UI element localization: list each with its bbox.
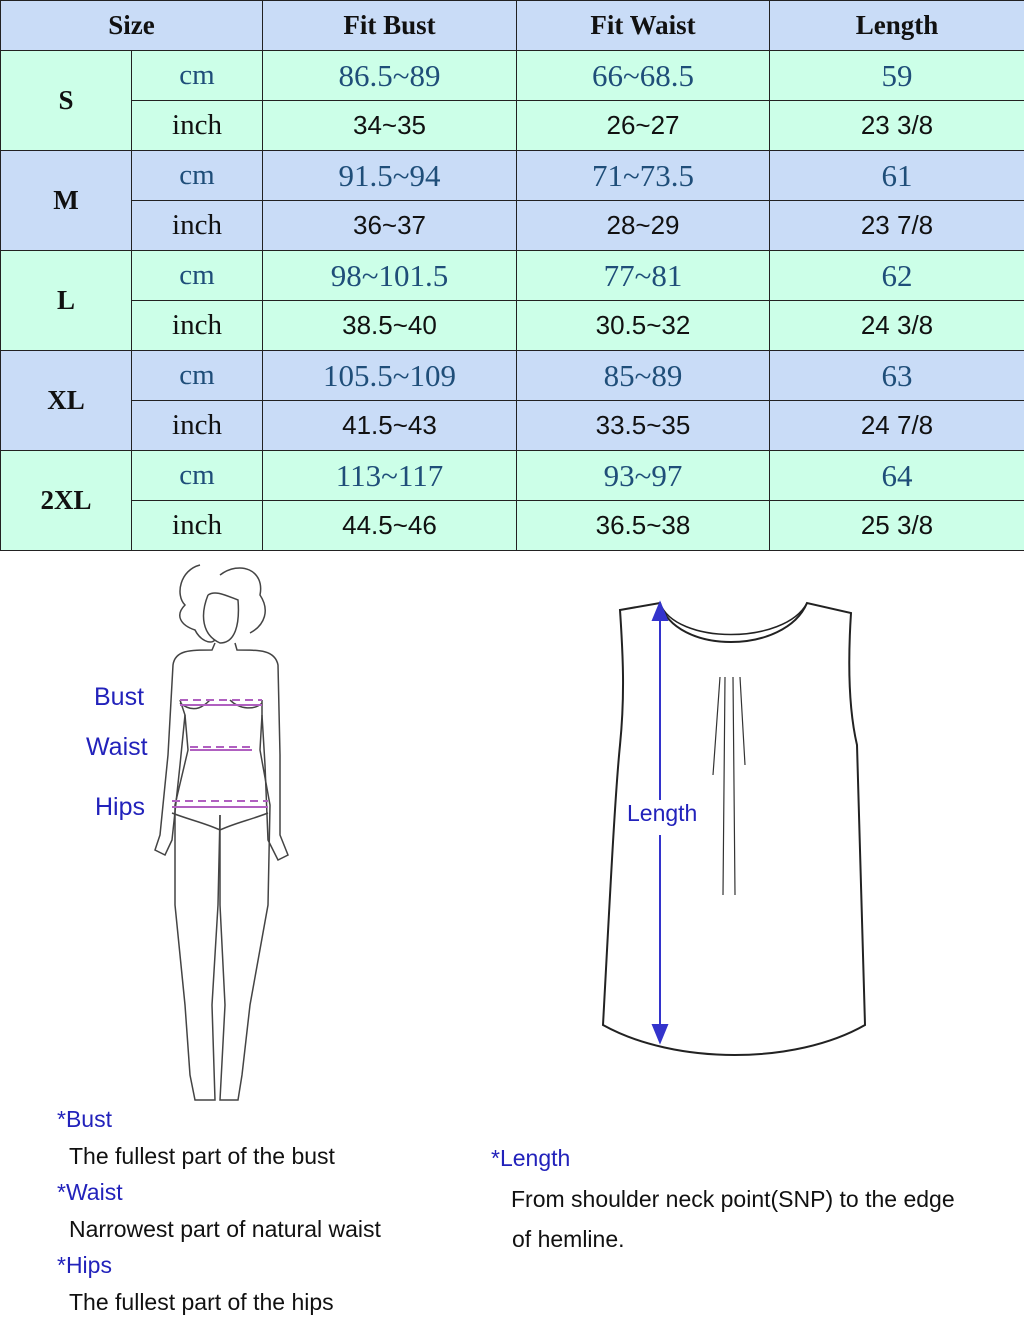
inch-value: 28~29	[516, 200, 770, 251]
table-row-cm: XL cm 105.5~109 85~89 63	[0, 350, 1024, 451]
unit-cm: cm	[131, 150, 263, 201]
cm-value: 62	[769, 250, 1024, 301]
label-length: Length	[627, 800, 698, 826]
cm-value: 105.5~109	[262, 350, 517, 401]
inch-value: 30.5~32	[516, 300, 770, 351]
inch-value: 41.5~43	[262, 400, 517, 451]
label-waist: Waist	[86, 733, 148, 761]
inch-value: 38.5~40	[262, 300, 517, 351]
cm-value: 86.5~89	[262, 50, 517, 101]
table-row-inch: inch 44.5~46 36.5~38 25 3/8	[1, 500, 1024, 551]
cm-value: 85~89	[516, 350, 770, 401]
tank-top-illustration	[601, 600, 867, 1056]
inch-value: 34~35	[262, 100, 517, 151]
table-row-inch: inch 41.5~43 33.5~35 24 7/8	[1, 400, 1024, 451]
cm-value: 113~117	[262, 450, 517, 501]
unit-inch: inch	[131, 500, 263, 551]
inch-value: 33.5~35	[516, 400, 770, 451]
header-fit-bust: Fit Bust	[262, 0, 517, 51]
note-hips-text: The fullest part of the hips	[69, 1289, 334, 1315]
unit-inch: inch	[131, 200, 263, 251]
cm-value: 91.5~94	[262, 150, 517, 201]
unit-inch: inch	[131, 400, 263, 451]
header-size: Size	[0, 0, 263, 51]
inch-value: 23 3/8	[769, 100, 1024, 151]
unit-inch: inch	[131, 300, 263, 351]
note-length-title: *Length	[491, 1145, 571, 1171]
size-cell: L	[0, 250, 132, 351]
unit-inch: inch	[131, 100, 263, 151]
cm-value: 71~73.5	[516, 150, 770, 201]
note-length-text-2: of hemline.	[512, 1226, 625, 1252]
size-cell: M	[0, 150, 132, 251]
inch-value: 44.5~46	[262, 500, 517, 551]
label-bust: Bust	[94, 683, 145, 711]
unit-cm: cm	[131, 250, 263, 301]
size-cell: 2XL	[0, 450, 132, 551]
cm-value: 63	[769, 350, 1024, 401]
cm-value: 77~81	[516, 250, 770, 301]
body-figure-illustration	[154, 564, 289, 1101]
cm-value: 66~68.5	[516, 50, 770, 101]
header-fit-waist: Fit Waist	[516, 0, 770, 51]
cm-value: 61	[769, 150, 1024, 201]
cm-value: 93~97	[516, 450, 770, 501]
note-waist-title: *Waist	[57, 1179, 123, 1205]
note-bust-text: The fullest part of the bust	[69, 1143, 335, 1169]
header-length: Length	[769, 0, 1024, 51]
cm-value: 59	[769, 50, 1024, 101]
cm-value: 64	[769, 450, 1024, 501]
inch-value: 23 7/8	[769, 200, 1024, 251]
table-row-cm: 2XL cm 113~117 93~97 64	[0, 450, 1024, 551]
cm-value: 98~101.5	[262, 250, 517, 301]
table-row-inch: inch 36~37 28~29 23 7/8	[1, 200, 1024, 251]
inch-value: 26~27	[516, 100, 770, 151]
inch-value: 24 3/8	[769, 300, 1024, 351]
inch-value: 36.5~38	[516, 500, 770, 551]
note-waist-text: Narrowest part of natural waist	[69, 1216, 381, 1242]
note-bust-title: *Bust	[57, 1106, 112, 1132]
size-cell: XL	[0, 350, 132, 451]
inch-value: 25 3/8	[769, 500, 1024, 551]
table-row-inch: inch 38.5~40 30.5~32 24 3/8	[1, 300, 1024, 351]
inch-value: 24 7/8	[769, 400, 1024, 451]
inch-value: 36~37	[262, 200, 517, 251]
table-row-inch: inch 34~35 26~27 23 3/8	[1, 100, 1024, 151]
unit-cm: cm	[131, 450, 263, 501]
label-hips: Hips	[95, 793, 146, 821]
size-cell: S	[0, 50, 132, 151]
unit-cm: cm	[131, 50, 263, 101]
unit-cm: cm	[131, 350, 263, 401]
note-length-text-1: From shoulder neck point(SNP) to the edg…	[511, 1186, 955, 1212]
note-hips-title: *Hips	[57, 1252, 112, 1278]
